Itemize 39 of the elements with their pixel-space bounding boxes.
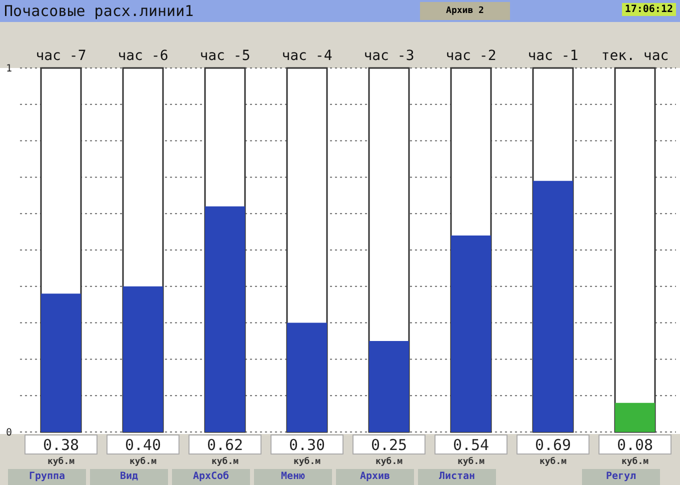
text: куб.м — [457, 457, 485, 467]
bar — [369, 341, 409, 432]
text: Архив 2 — [420, 2, 510, 20]
bar — [615, 402, 655, 432]
data-label: 0.38 — [42, 436, 80, 454]
data-label: 0.69 — [534, 436, 572, 454]
text: Группа — [8, 469, 86, 485]
text: Архив — [336, 469, 414, 485]
text: АрхСоб — [172, 469, 250, 485]
x-tick-label: час -7 — [36, 48, 86, 64]
text: Регул — [582, 469, 660, 485]
x-tick-label: час -1 — [528, 48, 578, 64]
data-label: 0.40 — [124, 436, 162, 454]
x-tick-label: тек. час — [601, 48, 669, 64]
data-label: 0.08 — [616, 436, 654, 454]
x-tick-label: час -3 — [364, 48, 414, 64]
data-label: 0.54 — [452, 436, 490, 454]
text: куб.м — [375, 457, 403, 467]
text: куб.м — [47, 456, 76, 467]
bar — [287, 322, 327, 432]
x-tick-label: час -4 — [282, 48, 332, 64]
x-tick-label: час -6 — [118, 48, 168, 64]
text: куб.м — [293, 457, 321, 467]
y-tick-label: 0 — [6, 428, 12, 439]
data-label: 0.62 — [206, 436, 244, 454]
text: куб.м — [129, 457, 157, 467]
text: куб.м — [621, 457, 649, 467]
text: Листан — [418, 469, 496, 485]
text: 17:06:12 — [622, 3, 676, 16]
text: куб.м — [211, 457, 239, 467]
data-label: 0.25 — [370, 436, 408, 454]
text: куб.м — [539, 457, 567, 467]
x-tick-label: час -5 — [200, 48, 250, 64]
text: Вид — [90, 469, 168, 485]
x-tick-label: час -2 — [446, 48, 496, 64]
data-label: 0.30 — [288, 436, 326, 454]
chart-title: Почасовые расх.линии1 — [4, 2, 194, 20]
text: Меню — [254, 469, 332, 485]
y-tick-label: 1 — [6, 64, 12, 75]
